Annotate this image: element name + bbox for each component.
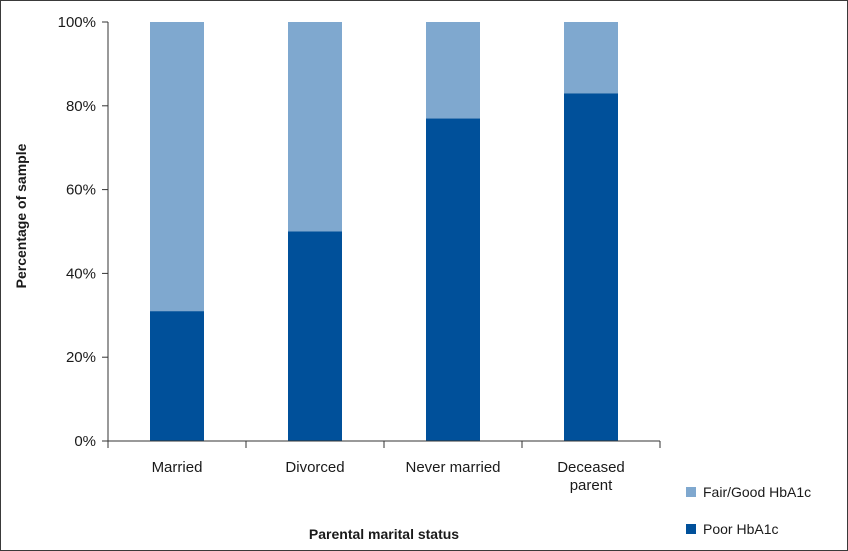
bar-segment-fair-good: [426, 22, 480, 119]
bar-segment-poor: [288, 231, 342, 441]
y-tick-label: 100%: [58, 14, 96, 31]
bars-group: [150, 22, 618, 442]
y-tick-label: 60%: [66, 182, 96, 199]
x-ticks-group: Married Divorced Never married Deceased pare…: [107, 441, 661, 494]
bar-segment-fair-good: [150, 22, 204, 312]
y-tick-label: 80%: [66, 98, 96, 115]
legend-label: Fair/Good HbA1c: [703, 484, 811, 500]
legend-swatch: [686, 487, 696, 497]
y-tick-label: 0%: [74, 433, 96, 450]
bar-segment-poor: [150, 311, 204, 441]
bar-segment-poor: [564, 93, 618, 441]
x-tick-label: Married: [152, 459, 203, 476]
legend-label: Poor HbA1c: [703, 521, 778, 537]
x-axis-title: Parental marital status: [309, 526, 459, 542]
bar-segment-poor: [426, 118, 480, 442]
x-tick-label: Never married: [405, 459, 500, 476]
bar-segment-fair-good: [288, 22, 342, 232]
x-tick-label: Divorced: [285, 459, 344, 476]
y-tick-label: 20%: [66, 349, 96, 366]
x-tick-label: Deceased parent: [557, 459, 625, 494]
y-tick-label: 40%: [66, 265, 96, 282]
legend-swatch: [686, 524, 696, 534]
bar-segment-fair-good: [564, 22, 618, 94]
legend: Fair/Good HbA1c Poor HbA1c: [686, 484, 811, 537]
y-axis-title: Percentage of sample: [13, 143, 29, 288]
y-ticks-group: 0% 20% 40% 60% 80% 100%: [58, 14, 108, 450]
